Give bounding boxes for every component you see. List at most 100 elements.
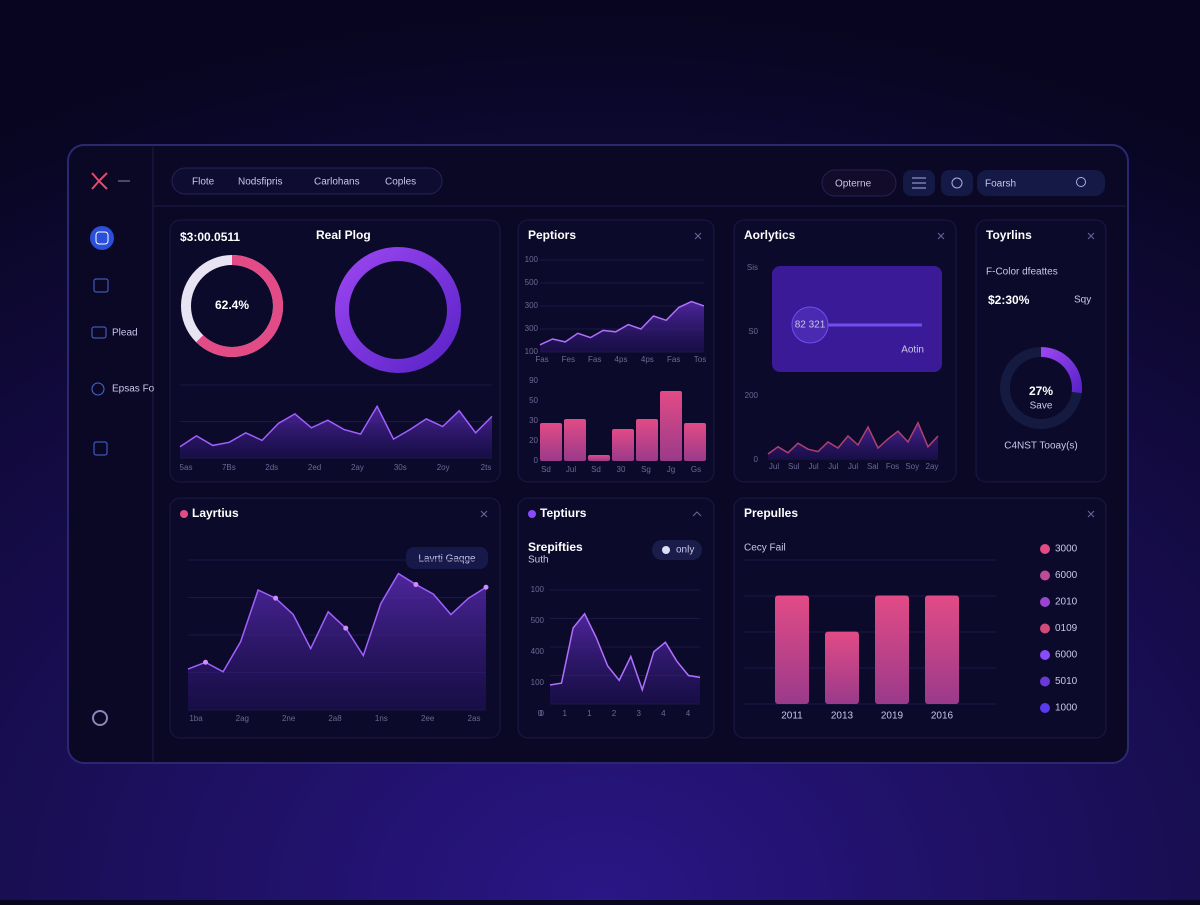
bar [875,595,909,704]
point [483,584,489,590]
x-tick-label: Fes [562,355,575,364]
nav-item[interactable]: Flote [192,177,215,188]
slider-text: 82 321 [795,320,826,331]
y-tick-label: 0 [754,455,759,464]
donut-arc [196,255,284,357]
search-box[interactable] [977,170,1105,196]
caption: Suth [528,555,549,566]
close-icon[interactable] [1087,510,1095,518]
legend-swatch [1040,570,1050,581]
search-placeholder: Foarsh [985,179,1016,190]
gauge-arc [1040,347,1082,394]
x-tick-label: 1 [587,709,592,718]
sidebar-icon[interactable] [91,382,105,396]
x-tick-label: 2oy [437,463,450,472]
x-tick-label: 2a8 [328,714,342,723]
x-tick-label: Fas [667,355,680,364]
nav-item[interactable]: Carlohans [314,177,360,188]
x-tick-label: 2 [612,709,617,718]
nav-item[interactable]: Nodsfipris [238,177,282,188]
x-tick-label: 30 [617,465,626,474]
title-dot [528,510,536,518]
filter-icon [951,177,963,189]
y-tick-label: 100 [525,347,539,356]
home-icon [95,231,109,245]
legend-label: 3000 [1055,544,1078,555]
settings-icon[interactable] [92,710,108,726]
x-tick-label: Tos [694,355,706,364]
bar [660,391,682,461]
card-title: Toyrlins [986,228,1032,242]
nav-pill [171,167,443,195]
y-tick-label: 200 [745,391,759,400]
donut-label: 62.4% [215,298,249,312]
legend-label: 5010 [1055,676,1078,687]
legend-swatch [1040,676,1050,687]
collapse-icon[interactable] [692,511,702,517]
close-icon[interactable] [937,232,945,240]
nav-item[interactable]: Coples [385,177,416,188]
legend-label: 0109 [1055,623,1078,634]
x-tick-label: Jg [667,465,675,474]
toggle[interactable] [652,540,702,560]
list-icon [912,177,926,189]
x-tick-label: Jul [769,462,779,471]
sidebar-icon[interactable] [93,278,109,293]
y-tick-label: 100 [531,585,545,594]
x-tick-label: 4ps [615,355,628,364]
button-label: Lavrti Gaqge [418,554,476,565]
slider-knob[interactable] [791,306,829,344]
y-tick-label: 400 [531,647,545,656]
toggle-label: only [676,545,694,556]
x-tick-label: Sul [788,462,800,471]
bar [684,423,706,461]
sidebar-label: Epsas Fo [112,384,155,395]
x-tick-label: 4 [661,709,666,718]
logo [91,172,108,190]
inner-panel [772,266,942,372]
legend-swatch [1040,597,1050,607]
line [187,572,487,673]
x-tick-label: 1ns [375,714,388,723]
filter-button[interactable] [406,547,488,569]
button-label: Opterne [835,179,872,190]
x-tick-label: 2ee [421,714,435,723]
sidebar-icon[interactable] [91,326,107,339]
card-title: Layrtius [192,506,239,520]
x-tick-label: 2016 [931,711,954,722]
x-tick-label: Fos [886,462,899,471]
opterne-button[interactable] [821,169,897,197]
x-tick-label: 2ds [265,463,278,472]
bar [588,455,610,461]
bar [775,595,809,704]
x-tick-label: 2ed [308,463,321,472]
close-icon[interactable] [694,232,702,240]
title-dot [180,510,188,518]
close-icon[interactable] [480,510,488,518]
card-title: Teptiurs [540,506,587,520]
legend-label: 1000 [1055,703,1078,714]
y-tick-label: Sis [747,263,758,272]
card-title: Aorlytics [744,228,796,242]
filter-button[interactable] [941,170,973,196]
card-title: Prepulles [744,506,798,520]
x-tick-label: Gs [691,465,701,474]
legend-swatch [1040,623,1050,634]
y-tick-label: 90 [529,376,538,385]
amount: $3:00.0511 [180,230,240,244]
y-tick-label: 500 [525,278,539,287]
legend-swatch [1040,544,1050,554]
legend-label: 6000 [1055,570,1078,581]
line [767,421,939,455]
ring [335,247,461,373]
close-icon[interactable] [1087,232,1095,240]
x-tick-label: 30s [394,463,407,472]
tag: Sqy [1074,295,1091,306]
x-tick-label: 0 [538,709,543,718]
point [203,659,209,665]
sidebar-icon[interactable] [93,441,108,456]
point [413,582,419,588]
bar [540,423,562,461]
label: Real Plog [316,228,371,242]
sidebar-icon-active[interactable] [90,226,114,250]
